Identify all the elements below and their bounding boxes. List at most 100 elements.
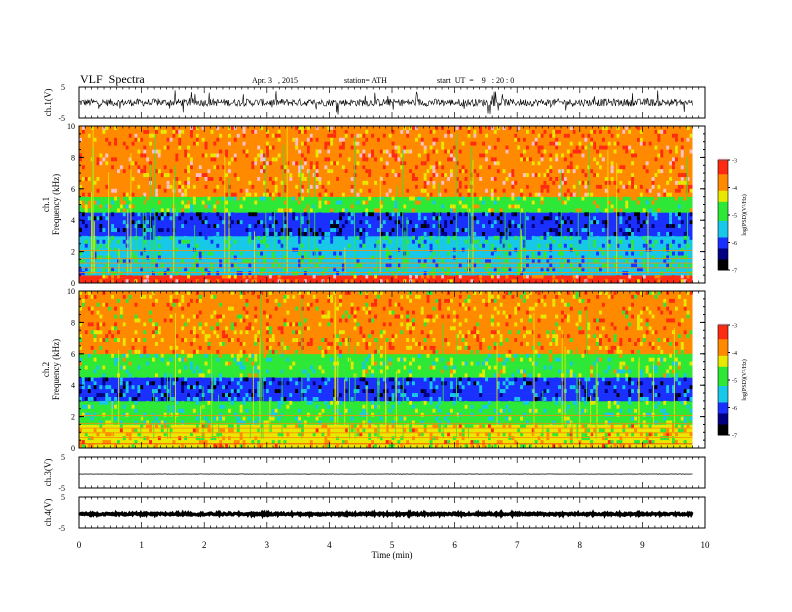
- spectrogram-cell: [599, 165, 602, 170]
- spectrogram-cell: [175, 345, 179, 350]
- spectrogram-cell: [432, 267, 436, 272]
- spectrogram-cell: [114, 306, 118, 311]
- spectrogram-cell: [257, 330, 261, 335]
- spectrogram-cell: [642, 208, 646, 213]
- spectrogram-cell: [631, 184, 635, 189]
- spectrogram-cell: [473, 133, 477, 138]
- spectrogram-cell: [271, 192, 275, 197]
- spectrogram-cell: [350, 365, 354, 370]
- spectrogram-cell: [140, 326, 144, 331]
- spectrogram-cell: [645, 177, 649, 181]
- spectrogram-cell: [350, 397, 354, 401]
- spectrogram-cell: [210, 306, 214, 311]
- spectrogram-cell: [584, 224, 588, 229]
- spectrogram-cell: [125, 432, 129, 437]
- spectrogram-cell: [122, 141, 126, 146]
- spectrogram-cell: [190, 216, 193, 221]
- spectrogram-cell: [587, 165, 591, 170]
- spectrogram-cell: [558, 165, 562, 170]
- spectrogram-cell: [648, 145, 652, 150]
- spectrogram-cell: [155, 342, 158, 346]
- spectrogram-cell: [485, 255, 489, 260]
- spectrogram-cell: [464, 239, 468, 244]
- colorbar-cell: [718, 253, 728, 256]
- spectrogram-cell: [233, 263, 237, 268]
- spectrogram-cell: [666, 180, 670, 185]
- spectrogram-cell: [277, 412, 281, 417]
- spectrogram-cell: [119, 424, 123, 429]
- spectrogram-cell: [353, 133, 357, 138]
- spectrogram-cell: [93, 216, 97, 221]
- spectrogram-cell: [178, 141, 182, 146]
- spectrogram-cell: [359, 318, 363, 323]
- spectrogram-cell: [254, 294, 258, 299]
- spectrogram-cell: [350, 306, 354, 311]
- spectrogram-cell: [219, 271, 223, 276]
- spectrogram-cell: [374, 157, 378, 162]
- spectrogram-cell: [599, 267, 602, 272]
- spectrogram-cell: [368, 428, 372, 433]
- spectrogram-cell: [230, 126, 234, 130]
- spectrogram-cell: [406, 149, 410, 154]
- spectrogram-cell: [417, 239, 421, 244]
- spectrogram-cell: [651, 129, 655, 134]
- spectrogram-cell: [242, 428, 246, 433]
- spectrogram-cell: [178, 349, 182, 354]
- spectrogram-cell: [356, 342, 360, 346]
- spectrogram-cell: [175, 400, 179, 405]
- spectrogram-streak: [524, 211, 526, 274]
- spectrogram-cell: [207, 212, 211, 217]
- spectrogram-cell: [245, 338, 249, 343]
- spectrogram-cell: [639, 267, 643, 272]
- spectrogram-cell: [452, 232, 456, 236]
- spectrogram-cell: [374, 361, 378, 366]
- spectrogram-cell: [257, 243, 261, 248]
- spectrogram-cell: [213, 235, 217, 240]
- spectrogram-cell: [634, 129, 638, 134]
- spectrogram-cell: [339, 428, 342, 433]
- spectrogram-cell: [163, 279, 167, 284]
- spectrogram-cell: [143, 322, 147, 327]
- spectrogram-cell: [108, 412, 112, 417]
- spectrogram-cell: [114, 404, 118, 409]
- spectrogram-cell: [318, 322, 322, 327]
- spectrogram-cell: [268, 326, 272, 331]
- spectrogram-cell: [581, 169, 585, 174]
- spectrogram-cell: [572, 149, 576, 154]
- spectrogram-cell: [657, 133, 661, 138]
- spectrogram-cell: [654, 129, 658, 134]
- spectrogram-cell: [669, 251, 673, 256]
- spectrogram-cell: [295, 338, 299, 343]
- spectrogram-streak: [687, 157, 688, 274]
- spectrogram-cell: [485, 196, 489, 201]
- spectrogram-cell: [303, 153, 307, 158]
- spectrogram-cell: [350, 157, 354, 162]
- spectrogram-cell: [303, 275, 307, 280]
- spectrogram-cell: [394, 334, 398, 339]
- spectrogram-cell: [292, 389, 296, 394]
- spectrogram-cell: [111, 440, 115, 445]
- spectrogram-cell: [251, 440, 255, 445]
- spectrogram-cell: [184, 239, 188, 244]
- spectrogram-cell: [566, 228, 570, 233]
- spectrogram-cell: [117, 255, 120, 260]
- spectrogram-cell: [213, 263, 217, 268]
- spectrogram-cell: [596, 208, 600, 213]
- spectrogram-cell: [292, 294, 296, 299]
- spectrogram-cell: [356, 228, 360, 233]
- spectrogram-cell: [283, 165, 287, 170]
- spectrogram-cell: [131, 408, 135, 413]
- spectrogram-cell: [344, 322, 348, 327]
- spectrogram-cell: [654, 275, 658, 280]
- spectrogram-cell: [192, 408, 196, 413]
- spectrogram-cell: [289, 173, 293, 178]
- spectrogram-cell: [593, 200, 597, 205]
- spectrogram-cell: [236, 322, 240, 327]
- spectrogram-cell: [274, 389, 278, 394]
- spectrogram-streak: [471, 146, 473, 274]
- spectrogram-cell: [292, 184, 296, 189]
- spectrogram-cell: [341, 326, 345, 331]
- spectrogram-cell: [388, 397, 392, 401]
- spectrogram-cell: [572, 161, 576, 166]
- spectrogram-cell: [552, 145, 556, 150]
